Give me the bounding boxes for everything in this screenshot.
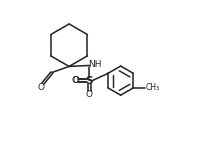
Text: CH₃: CH₃	[146, 83, 160, 92]
Text: O: O	[72, 76, 79, 85]
Text: S: S	[86, 76, 93, 86]
Text: O: O	[86, 90, 93, 99]
Text: O: O	[72, 76, 78, 85]
Text: O: O	[37, 83, 44, 92]
Text: NH: NH	[88, 60, 102, 69]
